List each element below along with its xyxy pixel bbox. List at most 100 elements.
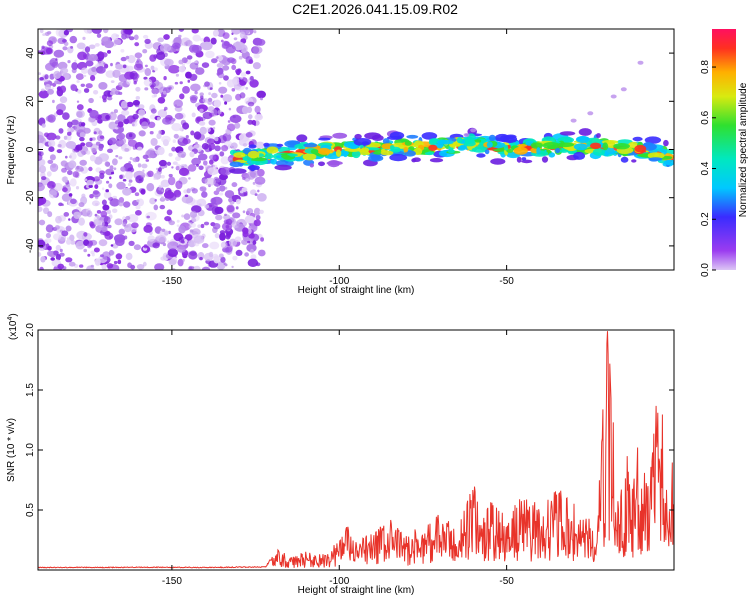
signal-blob (463, 133, 470, 137)
noise-blob (125, 55, 130, 60)
signal-blob (474, 139, 482, 143)
signal-blob (663, 159, 674, 166)
noise-blob (196, 198, 207, 207)
noise-blob (113, 38, 122, 45)
noise-blob (75, 110, 85, 118)
noise-blob (93, 218, 102, 226)
signal-blob (470, 128, 477, 133)
noise-blob (179, 127, 183, 132)
noise-blob (259, 209, 264, 214)
snr-scale-prefix: (x10 (8, 320, 19, 340)
noise-blob (46, 171, 52, 177)
noise-blob (254, 105, 261, 114)
noise-blob (188, 221, 193, 225)
noise-blob (135, 205, 141, 210)
noise-blob (134, 52, 143, 59)
noise-blob (122, 178, 127, 182)
noise-blob (219, 151, 225, 157)
noise-blob (162, 242, 166, 247)
noise-blob (144, 87, 149, 91)
noise-blob (86, 150, 91, 155)
noise-blob (103, 191, 112, 199)
noise-blob (213, 255, 220, 264)
noise-blob (246, 243, 257, 253)
noise-blob (128, 133, 133, 138)
noise-blob (67, 237, 70, 241)
noise-blob (107, 50, 111, 54)
spectrogram-y-label: Frequency (Hz) (6, 116, 17, 185)
signal-blob (281, 154, 291, 159)
noise-blob (71, 68, 77, 74)
noise-blob (191, 29, 199, 34)
signal-blob (484, 149, 490, 155)
noise-blob (157, 146, 165, 156)
noise-blob (258, 249, 266, 257)
noise-blob (96, 215, 100, 220)
noise-blob (39, 77, 44, 81)
noise-blob (234, 236, 242, 243)
signal-blob (389, 154, 408, 162)
noise-blob (254, 176, 266, 185)
noise-blob (225, 234, 231, 240)
noise-blob (67, 128, 71, 132)
signal-blob (521, 157, 527, 161)
signal-blob (296, 134, 308, 143)
noise-blob (91, 66, 97, 73)
noise-blob (126, 79, 131, 85)
noise-blob (115, 127, 119, 130)
noise-blob (91, 253, 95, 257)
noise-blob (220, 39, 224, 43)
signal-blob (530, 142, 544, 149)
noise-blob (73, 211, 81, 219)
noise-blob (178, 135, 184, 142)
noise-blob (106, 263, 114, 269)
noise-blob (153, 67, 158, 72)
noise-blob (257, 193, 267, 202)
noise-blob (153, 204, 159, 211)
noise-blob (114, 218, 123, 226)
noise-blob (40, 256, 46, 263)
signal-blob (486, 141, 493, 148)
signal-blob (270, 158, 278, 165)
noise-blob (152, 242, 160, 249)
noise-blob (226, 129, 231, 135)
noise-blob (124, 148, 130, 152)
noise-blob (178, 29, 185, 32)
signal-blob (412, 157, 421, 162)
signal-blob (536, 147, 541, 155)
noise-blob (86, 179, 94, 186)
noise-blob (72, 171, 80, 178)
noise-blob (56, 149, 63, 154)
noise-blob (174, 81, 179, 85)
noise-blob (224, 263, 228, 267)
noise-blob (38, 90, 49, 99)
noise-blob (106, 180, 110, 184)
noise-blob (247, 258, 259, 267)
noise-blob (173, 133, 179, 139)
noise-blob (113, 260, 118, 265)
noise-blob (128, 240, 135, 246)
signal-blob (644, 136, 662, 144)
noise-blob (232, 212, 241, 219)
noise-blob (137, 146, 143, 151)
noise-blob (133, 34, 139, 41)
signal-blob (578, 128, 592, 136)
noise-blob (109, 165, 114, 171)
noise-blob (38, 206, 43, 213)
signal-blob (504, 144, 509, 151)
noise-blob (162, 93, 166, 98)
noise-blob (44, 83, 52, 91)
noise-blob (220, 156, 230, 165)
noise-blob (88, 44, 96, 50)
noise-blob (83, 29, 91, 34)
noise-blob (53, 70, 62, 79)
noise-blob (117, 121, 124, 128)
noise-blob (178, 59, 184, 65)
signal-blob (318, 137, 331, 141)
noise-blob (223, 75, 229, 81)
noise-blob (220, 166, 232, 176)
noise-blob (190, 96, 198, 104)
signal-trace (229, 60, 674, 174)
noise-blob (131, 121, 138, 127)
noise-blob (75, 144, 83, 151)
